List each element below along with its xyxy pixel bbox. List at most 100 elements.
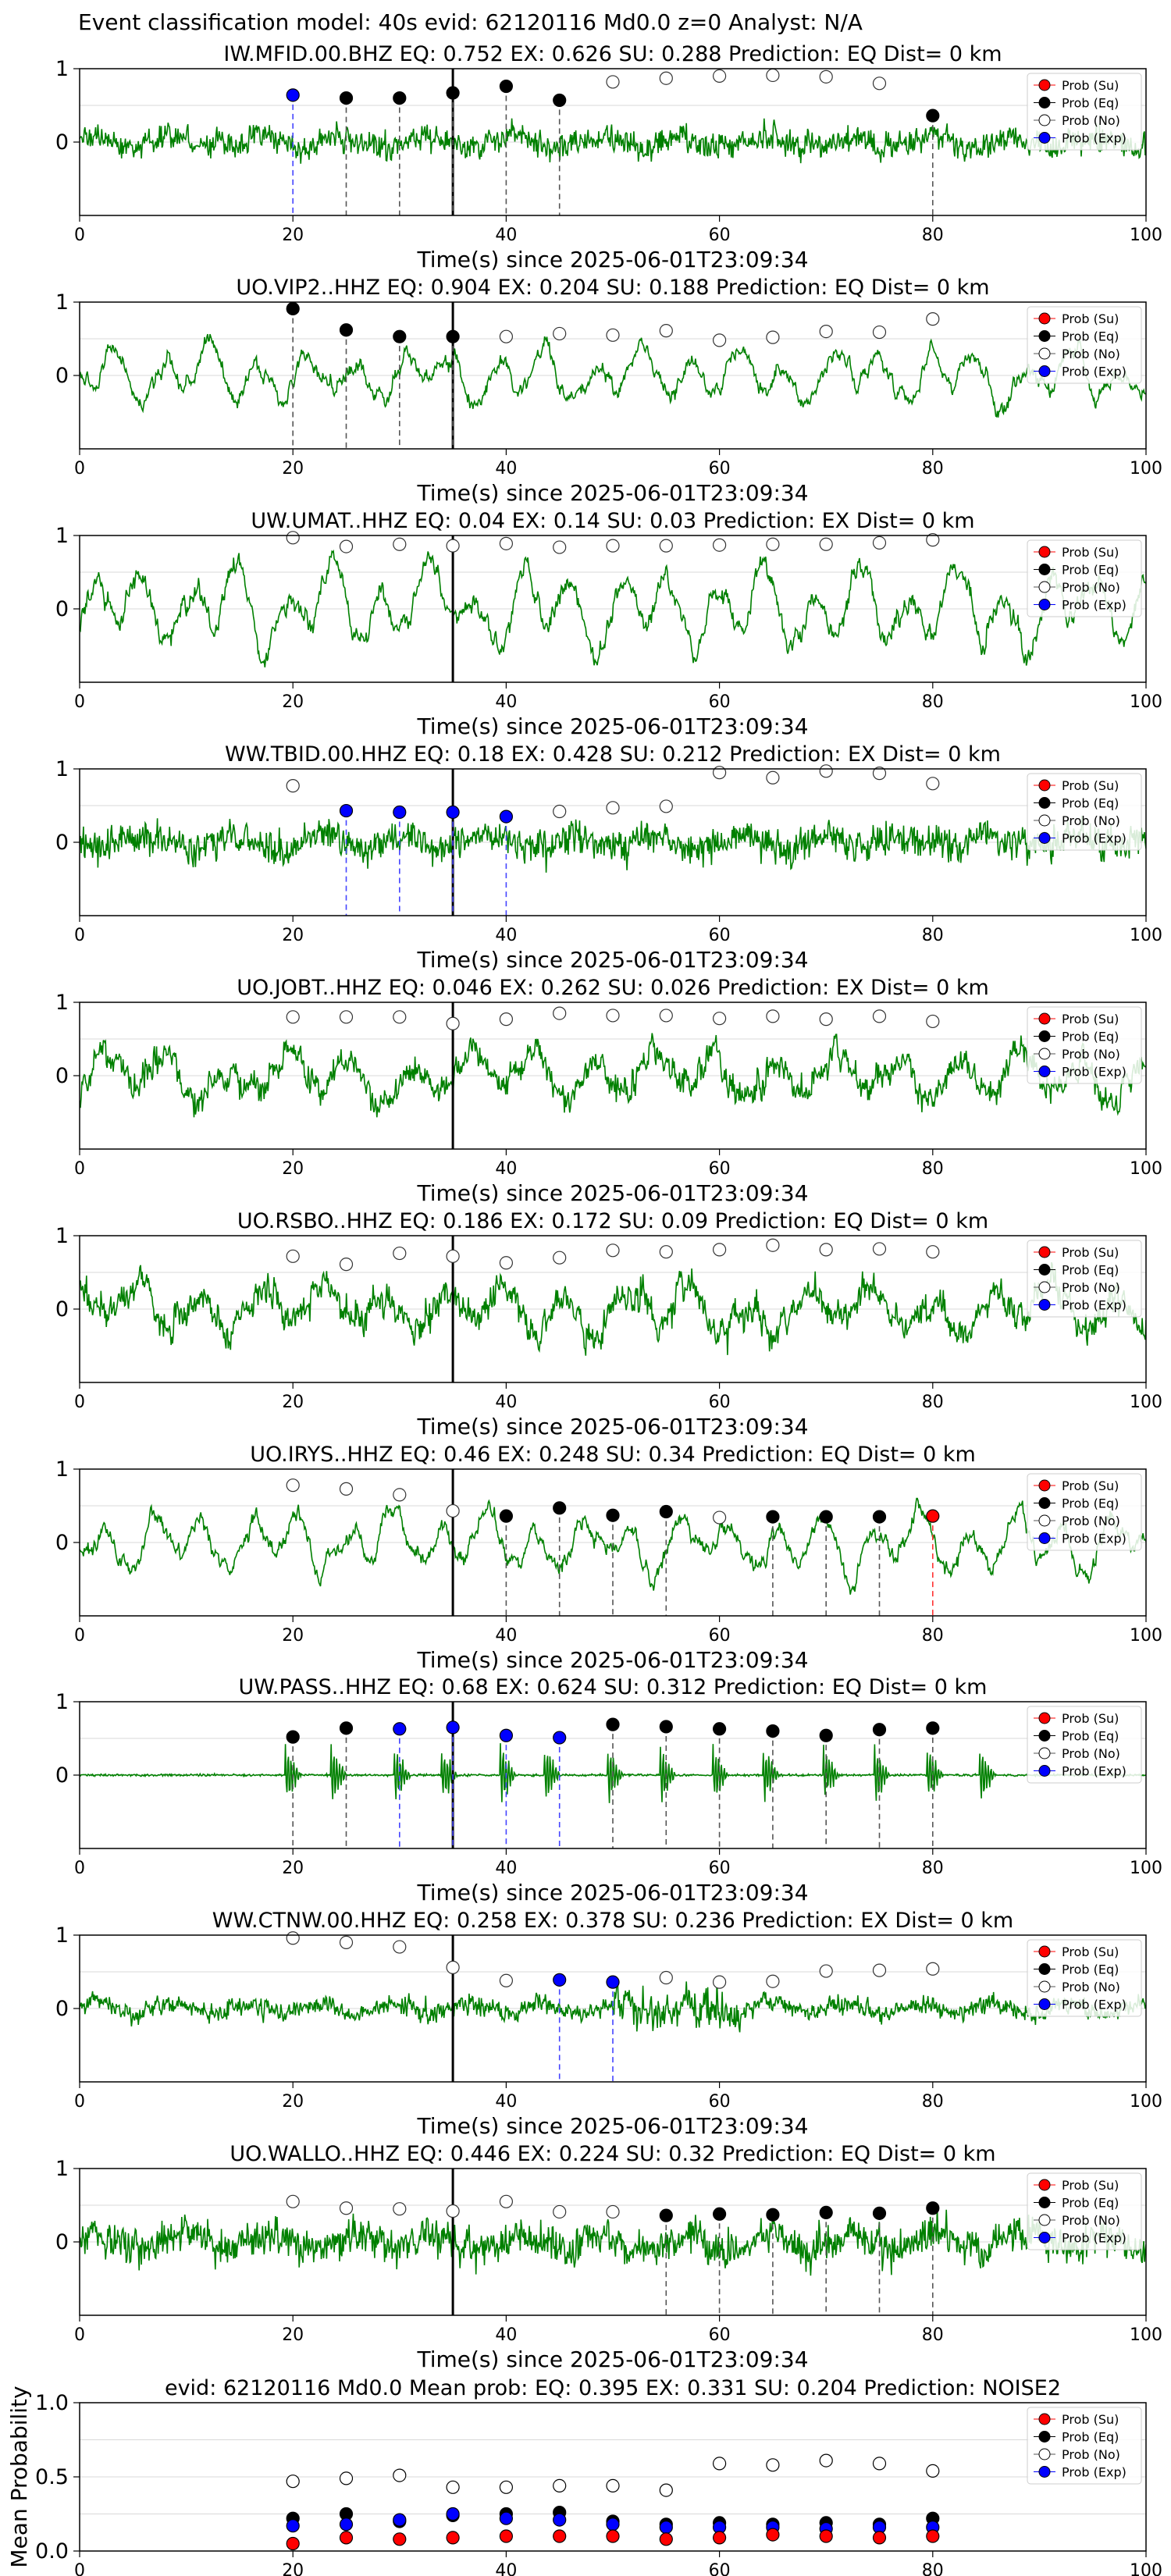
prob-marker-no xyxy=(872,535,887,550)
prob-marker-eq xyxy=(286,301,300,316)
legend: Prob (Su) Prob (Eq) Prob (No) Prob (Exp) xyxy=(1027,1706,1142,1784)
prob-marker-no xyxy=(499,1012,514,1026)
prob-marker-no xyxy=(712,1243,727,1257)
legend-label: Prob (Su) xyxy=(1062,1478,1119,1493)
mean-prob-marker-exp xyxy=(393,2513,407,2527)
mean-prob-marker-su xyxy=(499,2529,514,2543)
x-axis-label: Time(s) since 2025-06-01T23:09:34 xyxy=(416,1414,808,1439)
legend-frame xyxy=(1027,773,1142,851)
figure-suptitle: Event classification model: 40s evid: 62… xyxy=(78,9,863,35)
mean-prob-marker-no xyxy=(499,2480,514,2494)
panel-title: UW.UMAT..HHZ EQ: 0.04 EX: 0.14 SU: 0.03 … xyxy=(251,509,974,533)
prob-marker-no xyxy=(339,1935,354,1949)
prob-marker-no xyxy=(926,1962,940,1976)
x-tick-label: 80 xyxy=(922,1859,944,1878)
prob-marker-no xyxy=(766,68,780,83)
x-tick-label: 100 xyxy=(1130,2561,1162,2576)
y-tick-label: 0.5 xyxy=(35,2465,69,2489)
panels-group: IW.MFID.00.BHZ EQ: 0.752 EX: 0.626 SU: 0… xyxy=(6,42,1162,2576)
y-tick-label: 1 xyxy=(55,757,69,781)
x-axis-label: Time(s) since 2025-06-01T23:09:34 xyxy=(416,947,808,973)
x-tick-label: 20 xyxy=(282,226,304,245)
prob-marker-no xyxy=(339,2201,354,2215)
x-tick-label: 60 xyxy=(709,2325,731,2345)
x-tick-label: 100 xyxy=(1130,1626,1162,1646)
legend-marker-no xyxy=(1038,1514,1051,1527)
prob-marker-no xyxy=(446,1016,460,1030)
prob-marker-no xyxy=(712,69,727,84)
legend-label: Prob (Exp) xyxy=(1062,1298,1127,1313)
prob-marker-exp xyxy=(339,803,354,818)
y-tick-label: 0 xyxy=(55,1064,69,1088)
mean-prob-marker-no xyxy=(926,2464,940,2478)
mean-prob-marker-no xyxy=(872,2457,887,2471)
prob-marker-eq xyxy=(606,1717,620,1731)
prob-marker-no xyxy=(819,537,833,551)
legend-marker-su xyxy=(1038,1246,1051,1258)
x-axis-label: Time(s) since 2025-06-01T23:09:34 xyxy=(416,713,808,739)
prob-marker-no xyxy=(872,1242,887,1256)
legend-label: Prob (Eq) xyxy=(1062,96,1119,111)
legend-marker-no xyxy=(1038,1048,1051,1060)
panel-title: UO.VIP2..HHZ EQ: 0.904 EX: 0.204 SU: 0.1… xyxy=(236,276,989,300)
prob-marker-exp xyxy=(446,805,460,820)
x-tick-label: 100 xyxy=(1130,1159,1162,1179)
legend-marker-eq xyxy=(1038,2197,1051,2208)
prob-marker-no xyxy=(659,1009,673,1023)
legend-marker-su xyxy=(1038,1945,1051,1958)
seismic-trace xyxy=(80,1261,1146,1356)
prob-marker-eq xyxy=(872,1723,887,1737)
legend-marker-eq xyxy=(1038,1030,1051,1042)
legend-label: Prob (No) xyxy=(1062,347,1120,361)
mean-prob-marker-su xyxy=(339,2531,354,2545)
prob-marker-exp xyxy=(286,88,300,102)
mean-prob-marker-su xyxy=(553,2529,567,2543)
x-tick-label: 60 xyxy=(709,2561,731,2576)
legend-marker-eq xyxy=(1038,1264,1051,1276)
seismic-trace xyxy=(80,1033,1146,1118)
x-tick-label: 0 xyxy=(74,1159,85,1179)
legend-label: Prob (Su) xyxy=(1062,2178,1119,2193)
prob-marker-no xyxy=(819,1012,833,1026)
prob-marker-eq xyxy=(926,1721,940,1735)
legend-marker-exp xyxy=(1038,1066,1051,1077)
prob-marker-no xyxy=(766,537,780,551)
mean-prob-marker-exp xyxy=(339,2517,354,2532)
prob-marker-no xyxy=(819,1964,833,1978)
legend-label: Prob (Eq) xyxy=(1062,1030,1119,1044)
prob-marker-exp xyxy=(499,1728,514,1742)
x-axis-label: Time(s) since 2025-06-01T23:09:34 xyxy=(416,480,808,506)
mean-prob-marker-no xyxy=(766,2458,780,2472)
mean-prob-marker-exp xyxy=(606,2517,620,2532)
prob-marker-eq xyxy=(819,2205,833,2219)
mean-prob-marker-su xyxy=(712,2531,727,2545)
x-tick-label: 40 xyxy=(495,1859,517,1878)
legend-label: Prob (Su) xyxy=(1062,545,1119,560)
prob-marker-no xyxy=(766,770,780,785)
x-tick-label: 40 xyxy=(495,1626,517,1646)
y-tick-label: 1 xyxy=(55,2157,69,2181)
legend: Prob (Su) Prob (Eq) Prob (No) Prob (Exp) xyxy=(1027,1006,1142,1084)
station-panel: WW.CTNW.00.HHZ EQ: 0.258 EX: 0.378 SU: 0… xyxy=(55,1909,1162,2139)
prob-marker-eq xyxy=(446,86,460,100)
legend-marker-su xyxy=(1038,79,1051,91)
y-tick-label: 0 xyxy=(55,1531,69,1555)
prob-marker-no xyxy=(553,804,567,819)
legend-label: Prob (Eq) xyxy=(1062,2430,1119,2445)
prob-marker-eq xyxy=(766,2208,780,2222)
x-tick-label: 20 xyxy=(282,1859,304,1878)
prob-marker-eq xyxy=(926,109,940,123)
prob-marker-no xyxy=(393,1246,407,1261)
x-tick-label: 20 xyxy=(282,692,304,712)
y-tick-label: 1 xyxy=(55,57,69,81)
legend-marker-no xyxy=(1038,1980,1051,1993)
prob-marker-no xyxy=(606,539,620,553)
legend-marker-no xyxy=(1038,2214,1051,2226)
legend: Prob (Su) Prob (Eq) Prob (No) Prob (Exp) xyxy=(1027,2407,1142,2485)
prob-marker-eq xyxy=(339,323,354,337)
station-panel: IW.MFID.00.BHZ EQ: 0.752 EX: 0.626 SU: 0… xyxy=(55,42,1162,272)
legend-label: Prob (No) xyxy=(1062,1280,1120,1295)
mean-prob-marker-su xyxy=(606,2529,620,2543)
legend-frame xyxy=(1027,1473,1142,1551)
y-tick-label: 1 xyxy=(55,1690,69,1714)
